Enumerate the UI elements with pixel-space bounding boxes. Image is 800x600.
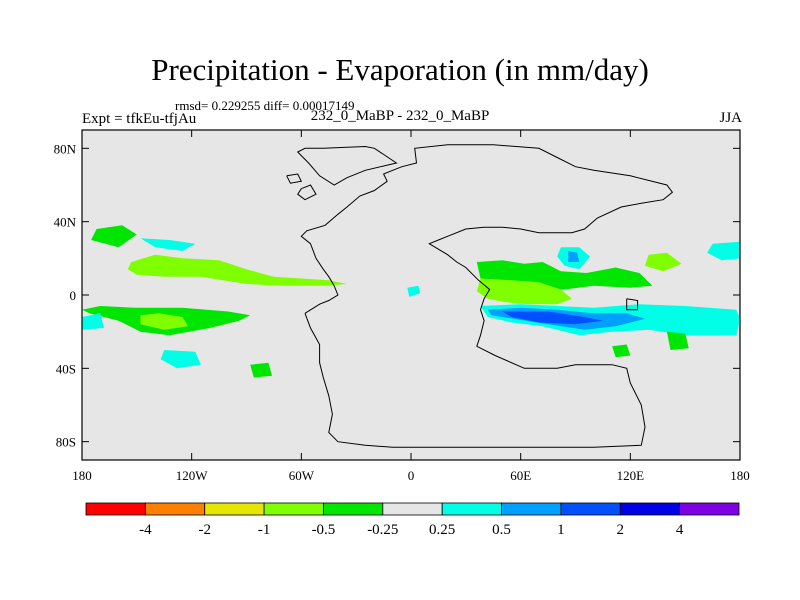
contour-region-5 [140, 313, 188, 330]
island-outline-1 [297, 184, 317, 201]
x-tick-label-6: 180 [730, 468, 750, 483]
contour-region-4 [82, 313, 104, 330]
chart-title: Precipitation - Evaporation (in mm/day) [151, 52, 649, 87]
season-label: JJA [719, 110, 742, 126]
contour-region-7 [250, 362, 273, 378]
x-tick-label-1: 120W [176, 468, 209, 483]
contour-region-2 [140, 238, 196, 251]
contour-region-19 [612, 344, 631, 358]
y-tick-label-2: 0 [70, 288, 77, 303]
y-axis: 80N 40N 0 40S 80S [54, 141, 740, 450]
contour-region-13 [502, 311, 603, 325]
x-tick-label-2: 60W [289, 468, 315, 483]
colorbar-swatch-1 [144, 502, 206, 516]
colorbar-label-4: -0.25 [367, 522, 398, 538]
colorbar-label-6: 0.5 [492, 522, 511, 538]
island-outline-0 [626, 298, 639, 311]
colorbar-swatch-8 [560, 502, 621, 516]
colorbar-label-7: 1 [557, 522, 565, 538]
colorbar-swatch-7 [501, 502, 562, 516]
contour-region-17 [707, 241, 740, 261]
colorbar-swatch-9 [619, 502, 681, 516]
landmass-outline-north [296, 145, 398, 186]
x-tick-label-0: 180 [72, 468, 92, 483]
contour-region-6 [160, 350, 201, 369]
x-tick-label-5: 120E [617, 468, 645, 483]
colorbar-swatch-0 [85, 502, 146, 516]
y-tick-label-4: 80S [56, 435, 76, 450]
colorbar-swatch-10 [679, 502, 740, 516]
colorbar-label-3: -0.5 [312, 522, 336, 538]
coastline-outlines [286, 144, 674, 448]
colorbar-swatch-2 [204, 502, 265, 516]
contour-region-8 [407, 285, 421, 297]
contour-region-1 [91, 225, 137, 248]
colorbar-label-5: 0.25 [429, 522, 455, 538]
colorbar-label-1: -2 [198, 522, 211, 538]
colorbar: -4 -2 -1 -0.5 -0.25 0.25 0.5 1 2 4 [85, 502, 740, 538]
colorbar-swatch-5 [382, 502, 443, 516]
continent-outline [300, 144, 674, 448]
colorbar-swatch-4 [323, 502, 384, 516]
contour-regions [82, 225, 740, 378]
contour-region-0 [127, 254, 347, 286]
y-tick-label-0: 80N [54, 141, 77, 156]
colorbar-swatch-6 [441, 502, 502, 516]
experiment-label: Expt = tfkEu-tfjAu [82, 111, 197, 127]
colorbar-label-0: -4 [139, 522, 152, 538]
y-tick-label-3: 40S [56, 361, 76, 376]
colorbar-label-8: 2 [617, 522, 625, 538]
stats-label: rmsd= 0.229255 diff= 0.00017149 [175, 98, 355, 113]
x-axis: 180 120W 60W 0 60E 120E 180 [72, 130, 750, 483]
contour-region-10 [476, 278, 572, 305]
contour-region-16 [645, 252, 682, 272]
run-comparison-label: 232_0_MaBP - 232_0_MaBP [310, 108, 490, 124]
island-outline-2 [286, 173, 303, 184]
colorbar-label-2: -1 [258, 522, 271, 538]
contour-region-18 [666, 331, 689, 350]
x-tick-label-3: 0 [408, 468, 415, 483]
y-tick-label-1: 40N [54, 215, 77, 230]
x-tick-label-4: 60E [510, 468, 531, 483]
contour-region-15 [568, 251, 580, 262]
colorbar-swatch-3 [263, 502, 324, 516]
colorbar-label-9: 4 [676, 522, 684, 538]
